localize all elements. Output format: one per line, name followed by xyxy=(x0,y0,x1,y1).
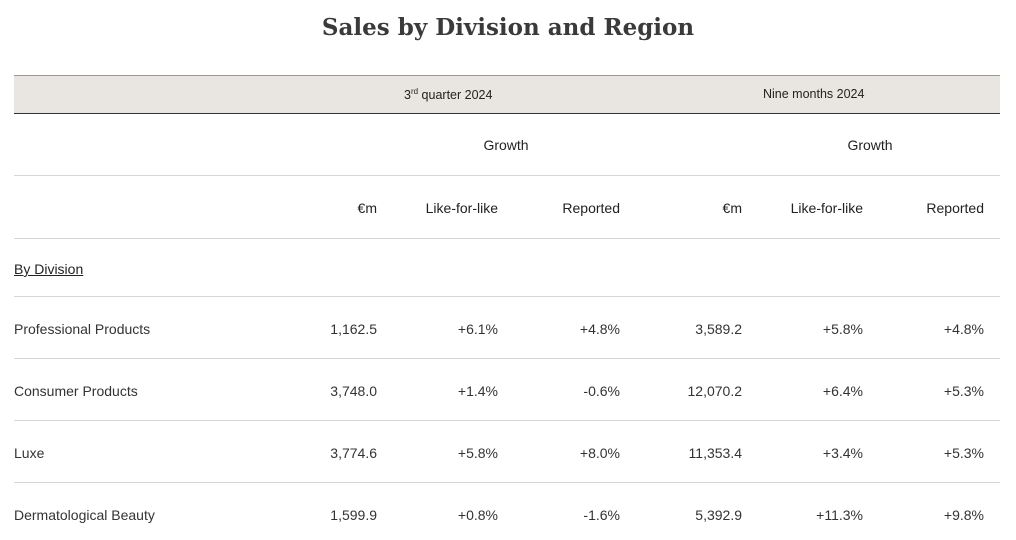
column-header-9m-em: €m xyxy=(722,200,742,216)
nine-months-header: Nine months 2024 xyxy=(763,87,865,101)
divider xyxy=(14,296,1000,297)
table-cell: 1,599.9 xyxy=(330,507,377,523)
column-header-q3-reported: Reported xyxy=(562,200,620,216)
row-label: Dermatological Beauty xyxy=(14,507,155,523)
table-cell: 12,070.2 xyxy=(687,383,743,399)
table-cell: 5,392.9 xyxy=(695,507,742,523)
table-cell: +4.8% xyxy=(943,321,984,337)
table-cell: 3,589.2 xyxy=(695,321,742,337)
row-label: Professional Products xyxy=(14,321,151,337)
column-header-q3-em: €m xyxy=(357,200,377,216)
table-cell: +1.4% xyxy=(457,383,498,399)
divider xyxy=(14,482,1000,483)
divider xyxy=(14,358,1000,359)
table-cell: +8.0% xyxy=(579,445,620,461)
table-cell: -0.6% xyxy=(583,383,620,399)
table-cell: +6.4% xyxy=(822,383,863,399)
table-cell: +4.8% xyxy=(579,321,620,337)
table-cell: +5.3% xyxy=(943,445,984,461)
period-header-band: 3rd quarter 2024 Nine months 2024 xyxy=(14,75,1000,114)
column-header-9m-lfl: Like-for-like xyxy=(790,200,863,216)
table-cell: +0.8% xyxy=(457,507,498,523)
row-label: Consumer Products xyxy=(14,383,138,399)
column-header-9m-reported: Reported xyxy=(926,200,984,216)
table-cell: +11.3% xyxy=(816,507,863,523)
table-cell: +5.8% xyxy=(457,445,498,461)
divider xyxy=(14,238,1000,239)
growth-header-nine-months: Growth xyxy=(847,137,893,153)
table-cell: +9.8% xyxy=(943,507,984,523)
column-header-q3-lfl: Like-for-like xyxy=(425,200,498,216)
row-label: Luxe xyxy=(14,445,45,461)
table-cell: 11,353.4 xyxy=(688,445,742,461)
table-cell: 3,748.0 xyxy=(330,383,377,399)
divider xyxy=(14,420,1000,421)
table-cell: -1.6% xyxy=(583,507,620,523)
table-cell: +5.8% xyxy=(822,321,863,337)
table-title: Sales by Division and Region xyxy=(321,14,695,41)
section-label-by-division: By Division xyxy=(14,261,84,277)
table-cell: 1,162.5 xyxy=(330,321,377,337)
table-cell: +6.1% xyxy=(457,321,498,337)
table-cell: 3,774.6 xyxy=(330,445,377,461)
table-cell: +3.4% xyxy=(822,445,863,461)
q3-header: 3rd quarter 2024 xyxy=(404,87,493,103)
table-cell: +5.3% xyxy=(943,383,984,399)
divider xyxy=(14,175,1000,176)
growth-header-q3: Growth xyxy=(483,137,529,153)
